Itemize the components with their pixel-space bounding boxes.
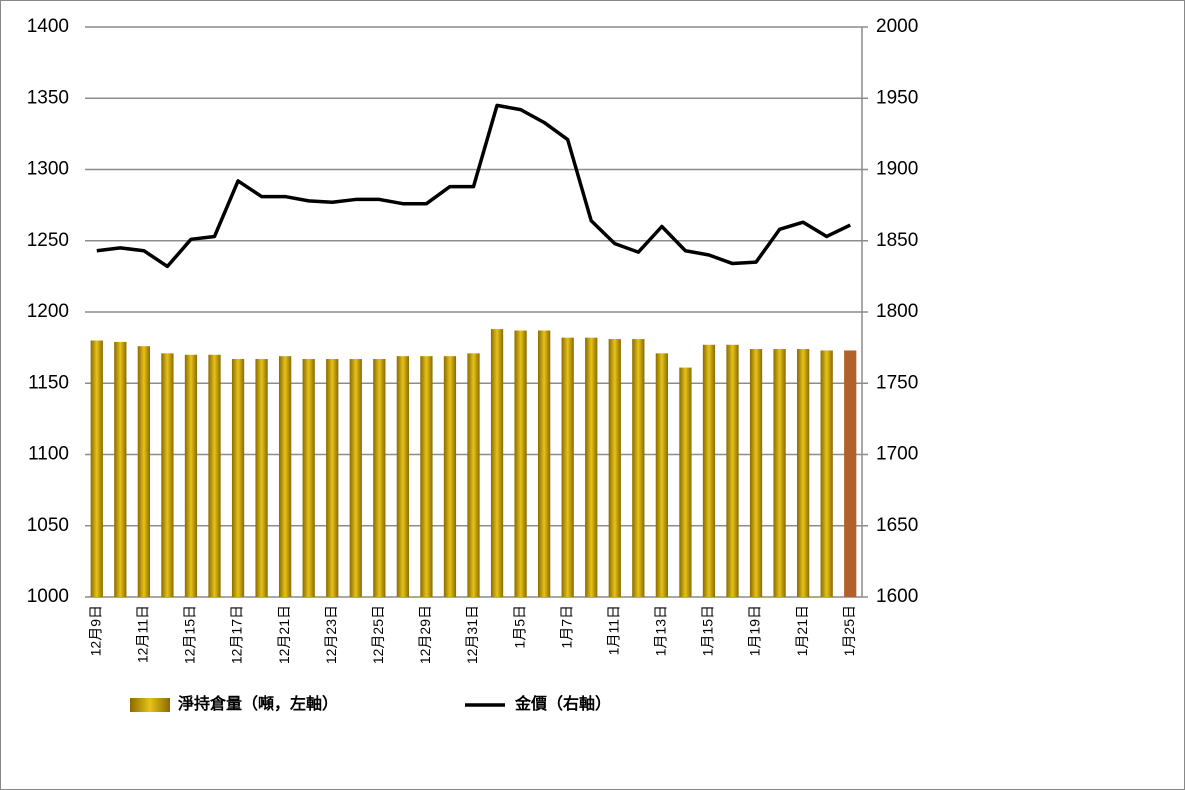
y-tick-label: 1350 (27, 87, 69, 108)
bar (749, 349, 763, 597)
bar (231, 359, 245, 597)
bar (726, 344, 739, 597)
y2-tick-label: 1950 (876, 87, 918, 108)
bar (797, 349, 810, 597)
y2-tick-label: 1800 (876, 301, 918, 322)
x-tick-label: 12月15日 (182, 605, 198, 664)
x-tick-label: 1月19日 (747, 605, 763, 656)
bar (585, 337, 598, 597)
y-tick-label: 1000 (27, 586, 69, 607)
bar (679, 367, 692, 597)
x-tick-label: 12月31日 (464, 605, 480, 664)
bar (844, 350, 857, 597)
legend-label: 金價（右軸） (514, 694, 611, 713)
bar (538, 330, 551, 597)
bar (208, 354, 221, 597)
bar (467, 353, 480, 597)
y2-tick-label: 1750 (876, 372, 918, 393)
bar (702, 344, 716, 597)
bar (773, 349, 786, 597)
x-tick-label: 1月21日 (794, 605, 810, 656)
bar (114, 341, 127, 597)
x-tick-label: 12月11日 (135, 605, 151, 663)
y2-tick-label: 1600 (876, 586, 918, 607)
bar (373, 359, 386, 597)
bar (514, 330, 527, 597)
x-tick-label: 12月17日 (229, 605, 245, 664)
price-line (96, 103, 851, 269)
x-tick-label: 12月25日 (370, 605, 386, 664)
bar (279, 356, 292, 597)
bar (137, 346, 150, 597)
legend-label: 淨持倉量（噸，左軸） (178, 694, 338, 713)
bar (420, 356, 433, 597)
y-tick-label: 1300 (27, 159, 69, 180)
bar (608, 339, 621, 597)
y2-tick-label: 1900 (876, 159, 918, 180)
bar (302, 359, 315, 597)
y2-tick-label: 1850 (876, 230, 918, 251)
x-tick-label: 1月7日 (558, 605, 574, 649)
y2-tick-label: 1650 (876, 515, 918, 536)
bar (184, 354, 198, 597)
bar (820, 350, 833, 597)
bar (561, 337, 574, 597)
y-tick-label: 1250 (27, 230, 69, 251)
bar (632, 339, 645, 597)
x-tick-label: 12月9日 (87, 605, 103, 656)
y-tick-label: 1200 (27, 301, 69, 322)
y2-tick-label: 1700 (876, 444, 918, 465)
bar (396, 356, 409, 597)
y-tick-label: 1100 (28, 444, 69, 465)
x-tick-label: 1月5日 (511, 605, 527, 649)
bar (161, 353, 174, 597)
bar (349, 359, 362, 597)
bar (326, 359, 339, 597)
bar (443, 356, 457, 597)
bar (90, 340, 103, 597)
x-tick-label: 1月15日 (700, 605, 716, 656)
bar (655, 353, 668, 597)
bar (255, 359, 268, 597)
legend-swatch (130, 698, 170, 712)
x-tick-label: 1月13日 (653, 605, 669, 656)
x-tick-label: 12月23日 (323, 605, 339, 664)
bar (490, 329, 504, 597)
y-tick-label: 1050 (27, 515, 69, 536)
y-tick-label: 1400 (27, 16, 69, 37)
x-tick-label: 1月25日 (841, 605, 857, 656)
y-tick-label: 1150 (28, 372, 69, 393)
y2-tick-label: 2000 (876, 16, 918, 37)
x-tick-label: 12月29日 (417, 605, 433, 664)
x-tick-label: 12月21日 (276, 605, 292, 664)
x-tick-label: 1月11日 (605, 605, 621, 655)
